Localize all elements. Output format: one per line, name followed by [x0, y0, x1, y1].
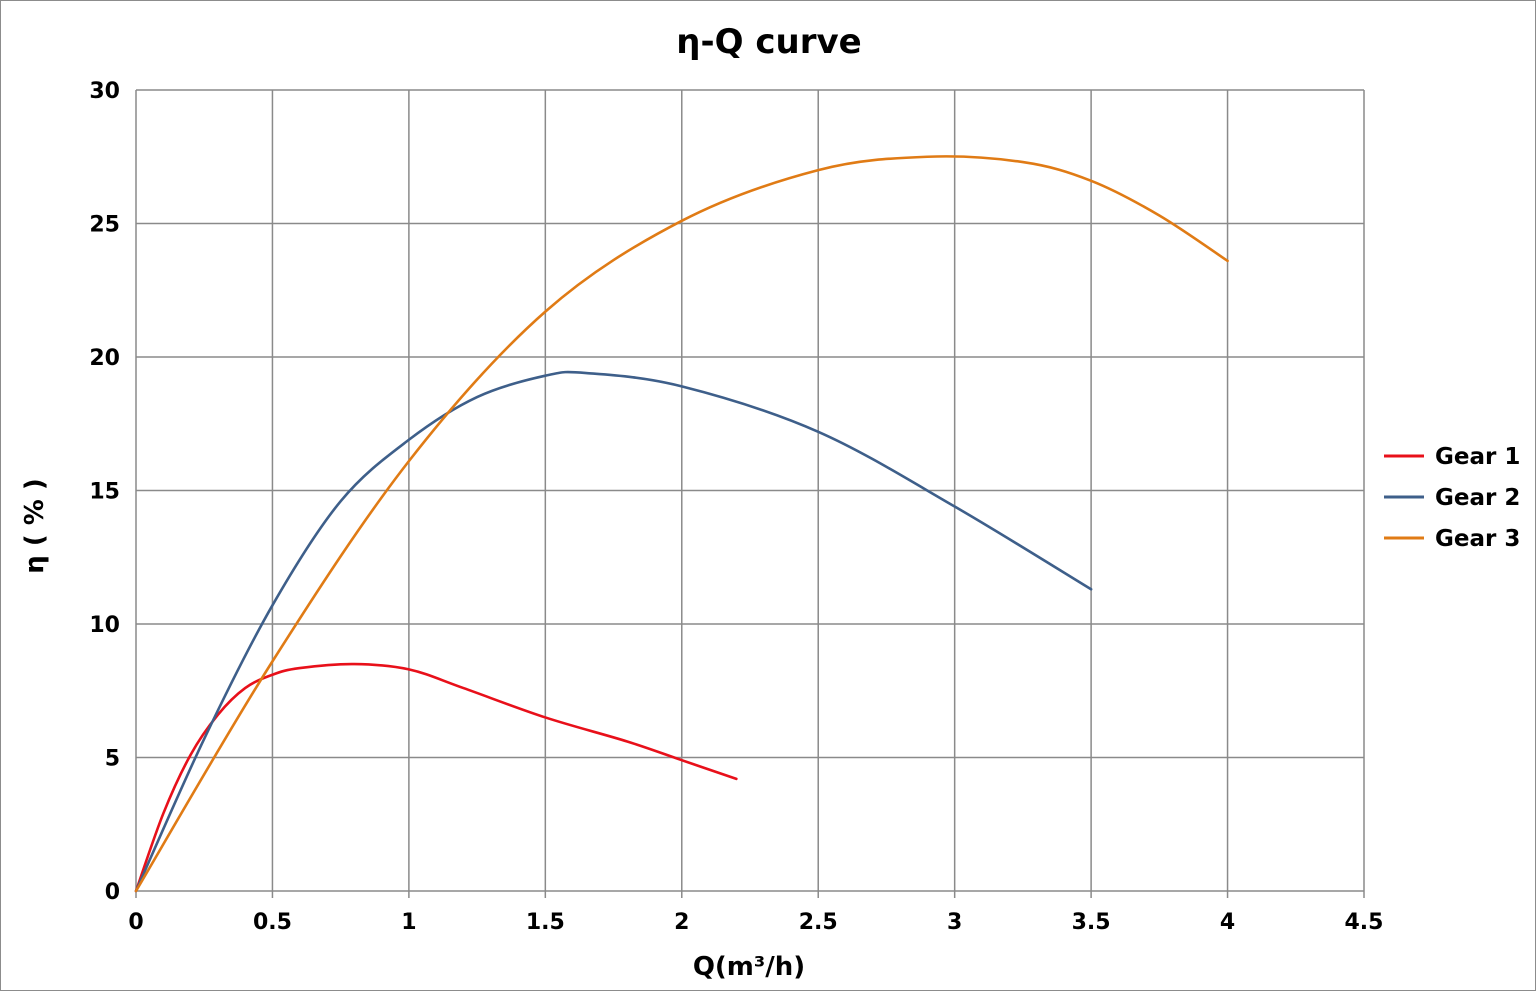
series-line-gear-1	[134, 662, 738, 893]
x-tick-label: 2	[674, 910, 689, 935]
y-tick-label: 25	[89, 213, 120, 238]
y-tick-labels: 0 5 10 15 20 25 30	[89, 79, 120, 905]
x-tick-label: 4.5	[1345, 910, 1384, 935]
x-tick-label: 3	[947, 910, 962, 935]
y-tick-label: 20	[89, 346, 120, 371]
grid	[135, 89, 1365, 898]
x-tick-label: 0	[128, 910, 143, 935]
chart-title: η-Q curve	[676, 22, 861, 62]
x-tick-label: 2.5	[799, 910, 838, 935]
y-axis-label: η ( % )	[20, 478, 50, 573]
x-tick-label: 1.5	[526, 910, 565, 935]
y-tick-label: 5	[105, 747, 120, 772]
legend-item-gear-1: Gear 1	[1384, 444, 1520, 470]
y-tick-label: 15	[89, 480, 120, 505]
legend-item-gear-2: Gear 2	[1384, 485, 1520, 511]
y-tick-label: 10	[89, 613, 120, 638]
x-tick-label: 3.5	[1072, 910, 1111, 935]
legend-label: Gear 3	[1435, 526, 1520, 552]
series-line-gear-3	[134, 155, 1229, 893]
legend-label: Gear 1	[1435, 444, 1520, 470]
legend: Gear 1 Gear 2 Gear 3	[1384, 444, 1520, 552]
series-lines	[134, 155, 1229, 893]
y-tick-label: 30	[89, 79, 120, 104]
y-tick-label: 0	[105, 880, 120, 905]
x-tick-label: 0.5	[253, 910, 292, 935]
x-tick-label: 4	[1220, 910, 1235, 935]
legend-label: Gear 2	[1435, 485, 1520, 511]
x-axis-label: Q(m³/h)	[693, 952, 805, 982]
x-tick-label: 1	[401, 910, 416, 935]
x-tick-labels: 0 0.5 1 1.5 2 2.5 3 3.5 4 4.5	[128, 910, 1383, 935]
legend-item-gear-3: Gear 3	[1384, 526, 1520, 552]
series-line-gear-2	[134, 370, 1093, 893]
